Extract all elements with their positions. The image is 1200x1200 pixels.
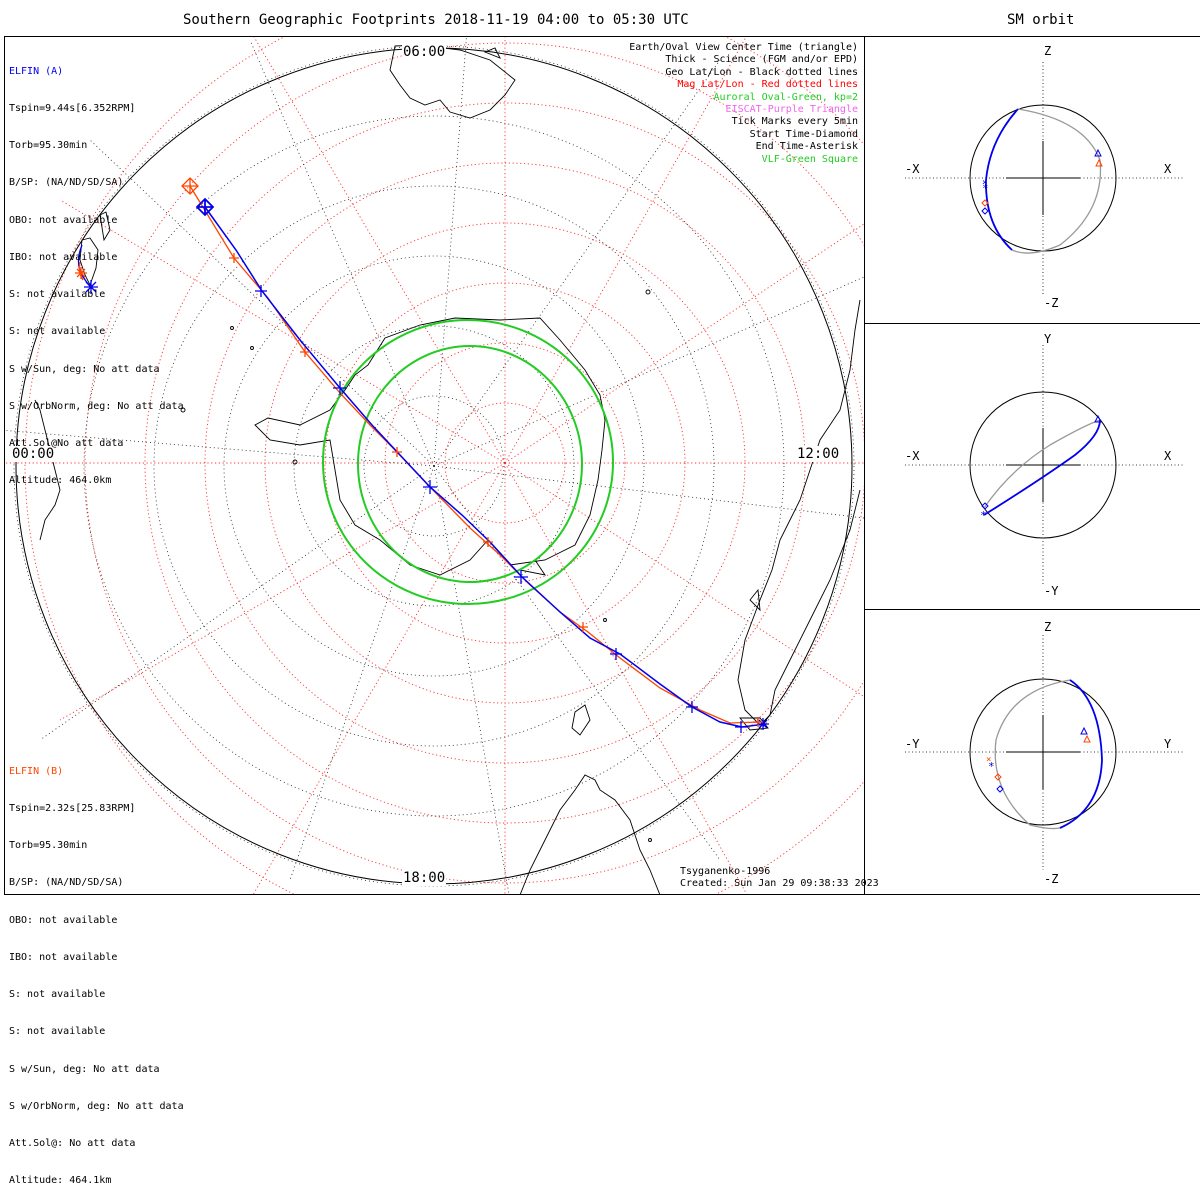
- orbit-xz-right-label: X: [1164, 162, 1172, 176]
- elfin-a-line: S w/Sun, deg: No att data: [9, 363, 160, 375]
- elfin-a-line: Torb=95.30min: [9, 140, 88, 152]
- elfin-a-info: ELFIN (A) Tspin=9.44s[6.352RPM] Torb=95.…: [9, 41, 184, 500]
- auroral-oval-inner: [357, 345, 583, 583]
- legend-item: Tick Marks every 5min: [731, 116, 858, 128]
- elfin-b-ticks: [229, 253, 588, 632]
- elfin-a-line: OBO: not available: [9, 214, 118, 226]
- legend-item: Mag Lat/Lon - Red dotted lines: [677, 79, 858, 91]
- elfin-b-line: Torb=95.30min: [9, 840, 88, 852]
- elfin-b-line: Tspin=2.32s[25.83RPM]: [9, 803, 136, 815]
- legend: Earth/Oval View Center Time (triangle) T…: [629, 42, 858, 166]
- legend-item: Auroral Oval-Green, kp=2: [713, 91, 859, 103]
- hour-label-left: 00:00: [11, 446, 56, 462]
- elfin-a-line: Att.Sol@No att data: [9, 438, 124, 449]
- orbit-xz-bottom-label: -Z: [1044, 296, 1059, 310]
- orbit-xy-left-label: -X: [905, 449, 920, 463]
- elfin-a-line: S: not available: [9, 326, 106, 338]
- footer-created: Created: Sun Jan 29 09:38:33 2023: [680, 878, 879, 889]
- elfin-b-line: Altitude: 464.1km: [9, 1175, 112, 1187]
- orbit-xz-top-label: Z: [1044, 44, 1052, 58]
- elfin-b-line: B/SP: (NA/ND/SD/SA): [9, 877, 124, 889]
- hour-label-top: 06:00: [402, 44, 447, 60]
- orbit-yz-top-label: Z: [1044, 620, 1052, 634]
- end-asterisk-b: [75, 267, 763, 727]
- plot-canvas: * × * * ×: [5, 37, 1185, 894]
- legend-item: Start Time-Diamond: [749, 128, 858, 140]
- svg-text:*: *: [982, 182, 989, 195]
- elfin-b-line: S w/Sun, deg: No att data: [9, 1063, 160, 1075]
- auroral-oval-outer: [322, 319, 614, 605]
- legend-item: EISCAT-Purple Triangle: [725, 104, 858, 116]
- svg-text:*: *: [980, 509, 987, 522]
- elfin-a-track: [204, 206, 766, 728]
- orbit-yz-right-label: Y: [1164, 737, 1172, 751]
- svg-text:×: ×: [982, 178, 987, 188]
- map-title: Southern Geographic Footprints 2018-11-1…: [183, 12, 689, 28]
- legend-item: Geo Lat/Lon - Black dotted lines: [665, 66, 858, 78]
- orbit-xy: *: [905, 345, 1185, 585]
- orbit-xy-top-label: Y: [1044, 332, 1052, 346]
- elfin-b-line: S: not available: [9, 989, 106, 1001]
- footer-model: Tsyganenko-1996: [680, 866, 771, 877]
- elfin-b-line: IBO: not available: [9, 951, 118, 963]
- auroral-ovals: [322, 319, 614, 605]
- elfin-a-ticks: [255, 285, 747, 733]
- orbit-yz: * ×: [905, 635, 1185, 870]
- svg-text:*: *: [988, 760, 995, 773]
- elfin-a-line: S w/OrbNorm, deg: No att data: [9, 400, 184, 412]
- legend-item: Thick - Science (FGM and/or EPD): [665, 54, 858, 66]
- orbit-panel-yz: [864, 609, 1200, 895]
- elfin-a-line: B/SP: (NA/ND/SD/SA): [9, 177, 124, 189]
- orbit-xz-left-label: -X: [905, 162, 920, 176]
- orbit-xy-right-label: X: [1164, 449, 1172, 463]
- start-diamond-b: [181, 177, 199, 195]
- hour-label-right: 12:00: [796, 446, 841, 462]
- end-asterisk-a: [84, 280, 769, 730]
- legend-item: Earth/Oval View Center Time (triangle): [629, 42, 858, 53]
- orbit-yz-left-label: -Y: [905, 737, 920, 751]
- elfin-b-name: ELFIN (B): [9, 765, 64, 777]
- elfin-b-info: ELFIN (B) Tspin=2.32s[25.83RPM] Torb=95.…: [9, 741, 184, 1200]
- svg-text:×: ×: [986, 755, 991, 765]
- orbit-xz: * ×: [905, 62, 1185, 295]
- legend-item: End Time-Asterisk: [755, 141, 858, 153]
- orbit-yz-bottom-label: -Z: [1044, 872, 1059, 886]
- elfin-a-line: Tspin=9.44s[6.352RPM]: [9, 103, 136, 115]
- start-diamond-a: [195, 197, 215, 217]
- elfin-a-line: S: not available: [9, 289, 106, 301]
- elfin-a-line: Altitude: 464.0km: [9, 475, 112, 487]
- coastlines: [34, 44, 861, 894]
- orbit-title: SM orbit: [1007, 12, 1075, 28]
- geo-grid: [5, 37, 864, 894]
- elfin-b-track: [189, 185, 761, 724]
- hour-label-bottom: 18:00: [402, 870, 447, 886]
- orbit-xy-bottom-label: -Y: [1044, 584, 1059, 598]
- legend-item: VLF-Green Square: [761, 153, 858, 165]
- elfin-a-name: ELFIN (A): [9, 65, 64, 77]
- mag-grid: [5, 37, 864, 894]
- elfin-b-line: Att.Sol@: No att data: [9, 1138, 136, 1149]
- elfin-a-line: IBO: not available: [9, 251, 118, 263]
- elfin-b-line: S: not available: [9, 1026, 106, 1038]
- elfin-b-line: OBO: not available: [9, 914, 118, 926]
- elfin-b-line: S w/OrbNorm, deg: No att data: [9, 1100, 184, 1112]
